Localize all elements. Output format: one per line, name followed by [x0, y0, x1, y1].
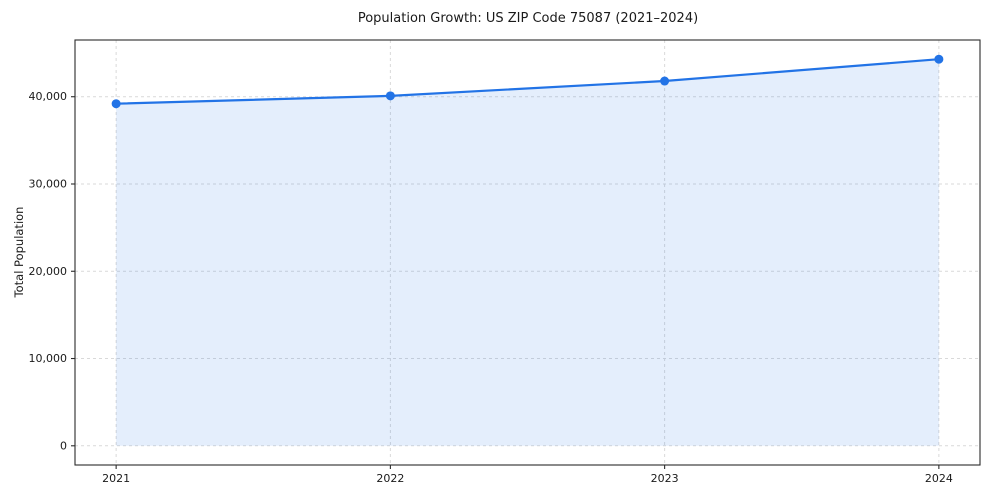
- data-point: [111, 99, 121, 109]
- y-tick-label: 30,000: [29, 177, 68, 190]
- plot-border: [74, 39, 981, 466]
- x-tick-label: 2023: [651, 472, 679, 485]
- data-point: [934, 54, 944, 64]
- data-point: [385, 91, 395, 101]
- x-tick-label: 2021: [102, 472, 130, 485]
- area-fill: [116, 59, 939, 446]
- y-tick-label: 10,000: [29, 352, 68, 365]
- data-line: [115, 58, 940, 105]
- y-tick-label: 20,000: [29, 265, 68, 278]
- y-tick-label: 40,000: [29, 90, 68, 103]
- x-tick-label: 2024: [925, 472, 953, 485]
- data-point: [660, 76, 670, 86]
- y-tick-label: 0: [60, 439, 67, 452]
- chart-title: Population Growth: US ZIP Code 75087 (20…: [357, 11, 699, 26]
- x-tick-label: 2022: [376, 472, 404, 485]
